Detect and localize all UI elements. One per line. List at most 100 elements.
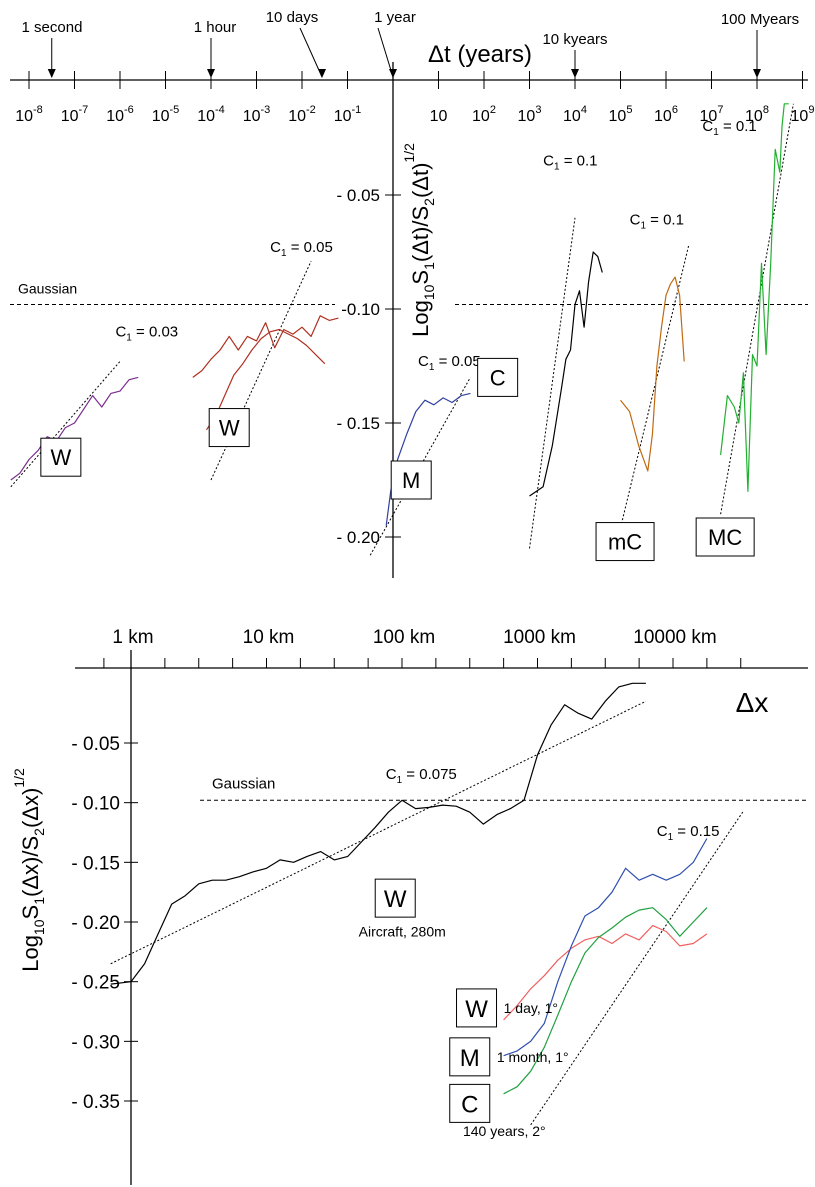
time-marker-arrowhead <box>571 69 579 78</box>
top-series-box-label: M <box>402 468 420 493</box>
top-fit-label: C1 = 0.05 <box>270 239 333 259</box>
time-marker-arrowhead <box>318 69 327 78</box>
top-series-line <box>10 376 139 481</box>
bottom-y-axis-label: Log10S1(Δx)/S2(Δx)1/2 <box>11 768 47 972</box>
top-x-tick-base: 10 <box>61 108 79 125</box>
bottom-x-tick-label: 1000 km <box>503 627 576 648</box>
top-x-tick-base: 10 <box>745 108 763 125</box>
bottom-y-tick-label: - 0.35 <box>71 1092 120 1113</box>
top-y-axis-label-part: 1/2 <box>401 143 417 163</box>
bottom-fit-label-value: = 0.15 <box>673 823 719 840</box>
bottom-x-tick-label: 10 km <box>243 627 295 648</box>
top-series-line <box>620 276 685 472</box>
bottom-y-axis-label-part: Log <box>18 935 43 972</box>
top-y-axis-label-part: 2 <box>421 198 437 206</box>
top-x-tick-exp: -2 <box>306 104 316 116</box>
bottom-series-note: Aircraft, 280m <box>359 924 446 940</box>
time-marker-arrowhead <box>207 69 215 78</box>
bottom-x-tick-label: 10000 km <box>633 627 716 648</box>
bottom-series-line <box>110 682 646 985</box>
bottom-y-tick-label: - 0.05 <box>71 734 120 755</box>
bottom-series-box-label: W <box>465 996 488 1023</box>
bottom-fit-label-value: = 0.075 <box>402 766 457 783</box>
top-fit-label-sub: 1 <box>640 221 646 232</box>
top-fit-label-value: = 0.1 <box>560 152 598 169</box>
bottom-fit-label: C1 = 0.075 <box>386 766 457 786</box>
top-x-tick-label: 10-7 <box>61 104 89 125</box>
top-x-tick-exp: -1 <box>352 104 362 116</box>
bottom-y-axis-label-part: (Δx)/ <box>18 850 43 897</box>
top-x-tick-base: 10 <box>197 108 215 125</box>
bottom-y-axis-label-part: (Δx) <box>18 788 43 828</box>
time-marker-label: 10 kyears <box>542 31 607 48</box>
top-x-tick-exp: 9 <box>808 104 814 116</box>
top-x-tick-base: 10 <box>243 108 261 125</box>
top-x-tick-label: 102 <box>472 104 496 125</box>
bottom-series-box <box>449 1037 491 1077</box>
top-fit-label-sub: 1 <box>281 248 287 259</box>
time-marker-arrow <box>377 27 394 78</box>
top-fit-label-value: = 0.05 <box>287 239 333 256</box>
top-chart: 10-8 10-7 10-6 10-5 10-4 10-3 10-2 10-1 10 102 103… <box>10 9 814 578</box>
bottom-series-box-label: M <box>460 1045 480 1072</box>
bottom-series-box-label: W <box>384 886 407 913</box>
bottom-y-axis-label-part: S <box>18 836 43 851</box>
top-fit-line <box>620 245 690 528</box>
top-y-axis-label-part: Log <box>408 300 433 337</box>
top-x-tick-exp: -8 <box>33 104 43 116</box>
top-x-tick-label: 10-3 <box>243 104 271 125</box>
bottom-fit-label-c: C <box>386 766 397 783</box>
bottom-y-tick-label: - 0.15 <box>71 853 120 874</box>
top-series-line <box>192 315 339 378</box>
top-x-axis-title: Δt (years) <box>428 41 532 68</box>
top-y-axis-label-part: (Δt)/ <box>408 220 433 262</box>
top-fit-label-c: C <box>702 118 713 135</box>
top-series-line <box>206 328 326 431</box>
top-x-tick-label: 10 <box>430 108 448 125</box>
top-x-tick-base: 10 <box>609 108 627 125</box>
top-x-tick-base: 10 <box>334 108 352 125</box>
top-fit-line <box>720 103 794 515</box>
top-series-box-label: W <box>219 416 240 441</box>
top-x-tick-base: 10 <box>472 108 490 125</box>
top-fit-label-c: C <box>115 323 126 340</box>
top-fit-label-value: = 0.1 <box>646 212 684 229</box>
bottom-fit-label-c: C <box>657 823 668 840</box>
top-x-tick-base: 10 <box>654 108 672 125</box>
bottom-y-axis-label-part: 2 <box>31 828 47 836</box>
top-series-box <box>390 460 432 500</box>
top-fit-label-c: C <box>418 353 429 370</box>
top-y-axis-label-part: (Δt) <box>408 163 433 198</box>
top-x-tick-label: 106 <box>654 104 678 125</box>
top-x-tick-base: 10 <box>563 108 581 125</box>
time-marker-arrowhead <box>47 69 56 78</box>
top-y-tick-label: -0.10 <box>341 300 380 319</box>
bottom-y-axis-label-part: 1/2 <box>11 768 27 788</box>
top-series-box <box>595 522 655 562</box>
top-y-axis-label-part: S <box>408 206 433 221</box>
top-fit-label: C1 = 0.1 <box>630 212 684 232</box>
top-x-tick-label: 104 <box>563 104 587 125</box>
bottom-fit-label: C1 = 0.15 <box>657 823 720 843</box>
time-marker-label: 1 year <box>374 9 416 26</box>
bottom-series-note: 140 years, 2° <box>463 1123 546 1139</box>
bottom-series-box <box>449 1083 491 1123</box>
bottom-series-line <box>503 924 708 1021</box>
top-x-tick-label: 103 <box>518 104 542 125</box>
bottom-fit-label-sub: 1 <box>668 832 674 843</box>
top-x-tick-exp: -5 <box>170 104 180 116</box>
bottom-y-tick-label: - 0.30 <box>71 1032 120 1053</box>
top-x-tick-base: 10 <box>791 108 809 125</box>
top-series-box <box>208 408 250 448</box>
top-x-tick-base: 10 <box>430 108 448 125</box>
bottom-fit-line <box>530 810 744 1126</box>
bottom-chart: 1 km 10 km 100 km 1000 km 10000 km Δx - 0.05 - … <box>11 627 808 1185</box>
top-y-axis-label-part: 1 <box>421 262 437 270</box>
top-y-tick-label: - 0.20 <box>337 528 380 547</box>
bottom-fit-line <box>110 700 647 965</box>
bottom-y-tick-label: - 0.10 <box>71 794 120 815</box>
top-series-box <box>477 357 519 397</box>
top-fit-label-value: = 0.1 <box>719 118 757 135</box>
top-fit-label-c: C <box>270 239 281 256</box>
